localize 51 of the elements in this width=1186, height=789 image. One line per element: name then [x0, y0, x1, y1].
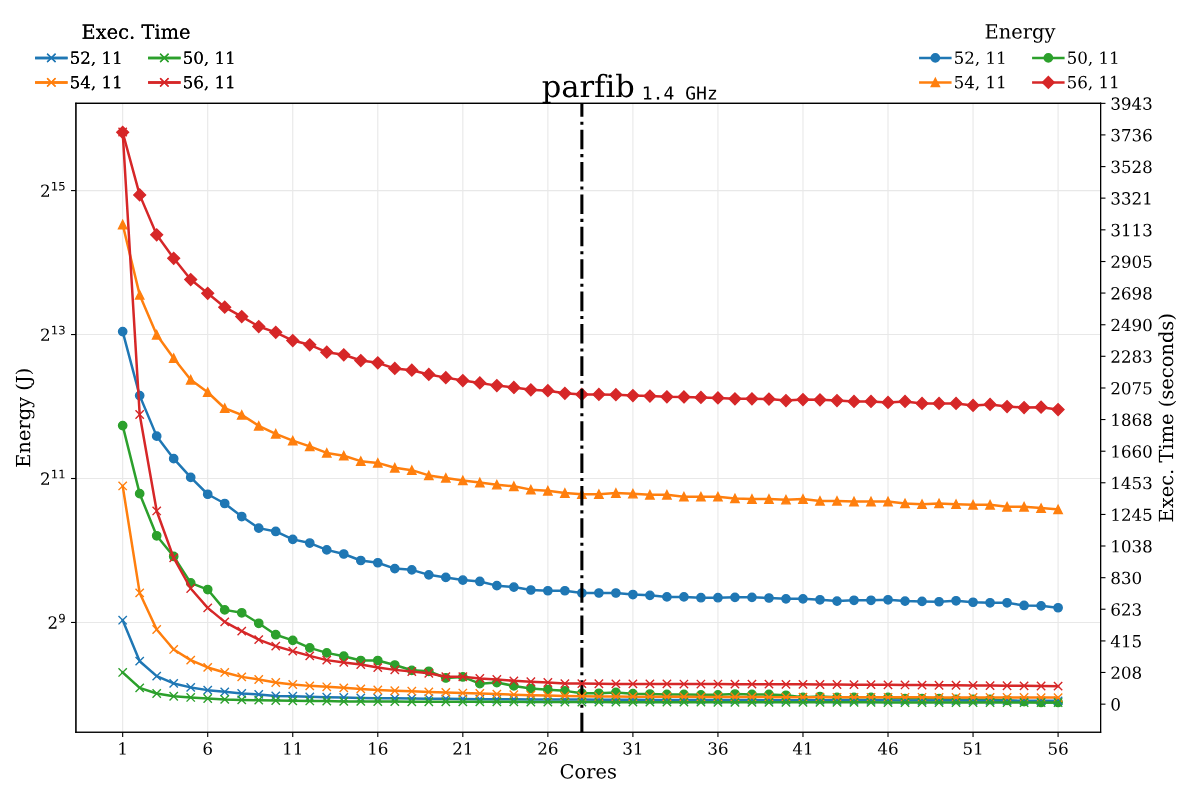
y2-tick-label: 830 — [1111, 571, 1142, 585]
x-axis-title: Cores — [560, 763, 616, 779]
x-tick-label: 26 — [538, 742, 558, 755]
y2-tick-label: 3321 — [1111, 192, 1151, 205]
y-tick-label: 2$^{15}$ — [41, 181, 65, 197]
x-tick-label: 36 — [708, 742, 728, 755]
text: Exec. Time — [82, 24, 190, 39]
legend-label: 52, 11 — [71, 51, 121, 67]
legend-label: 56, 11 — [184, 75, 234, 91]
x-tick-label: 16 — [369, 742, 388, 755]
x-tick-label: 51 — [963, 742, 982, 755]
y2-tick-label: 2283 — [1111, 350, 1152, 363]
y2-tick-label: 623 — [1111, 603, 1141, 616]
y2-tick-label: 2075 — [1111, 381, 1152, 395]
x-tick-label: 11 — [284, 742, 301, 755]
y-tick-label: 2$^{9}$ — [48, 613, 65, 629]
y-tick-label: 2$^{13}$ — [41, 325, 65, 341]
y-tick-label: 2$^{11}$ — [41, 469, 65, 485]
y2-tick-label: 1660 — [1112, 445, 1152, 458]
legend-label: 50, 11 — [1068, 51, 1118, 67]
x-tick-label: 56 — [1048, 742, 1068, 755]
y2-axis-title: Exec. Time (seconds) — [1158, 314, 1177, 522]
legend-label: 54, 11 — [955, 75, 1005, 91]
legend-label: 56, 11 — [1068, 75, 1118, 91]
x-tick-label: 1 — [119, 742, 126, 755]
legend-label: 54, 11 — [71, 75, 121, 91]
y2-tick-label: 1245 — [1112, 508, 1152, 522]
x-tick-label: 31 — [623, 742, 642, 755]
y2-tick-label: 2490 — [1111, 318, 1152, 332]
y2-tick-label: 1453 — [1112, 476, 1152, 490]
y2-tick-label: 208 — [1111, 666, 1142, 680]
y2-tick-label: 2905 — [1111, 255, 1152, 269]
chart-subtitle: 1.4 GHz — [643, 86, 717, 100]
y-axis-title: Energy (J) — [15, 369, 35, 467]
y2-tick-label: 3528 — [1111, 160, 1152, 174]
y2-tick-label: 0 — [1111, 698, 1120, 711]
y2-tick-label: 1868 — [1112, 413, 1152, 427]
x-tick-label: 46 — [877, 742, 898, 755]
chart-title: parfib — [542, 73, 634, 104]
y2-tick-label: 2698 — [1111, 287, 1152, 300]
y2-tick-label: 3736 — [1111, 128, 1152, 142]
x-tick-label: 6 — [203, 742, 212, 755]
legend-label: 50, 11 — [184, 51, 234, 67]
y2-tick-label: 3113 — [1111, 223, 1152, 237]
y2-tick-label: 415 — [1110, 634, 1141, 648]
legend-label: 52, 11 — [955, 51, 1005, 67]
text: Energy — [985, 24, 1056, 43]
y2-tick-label: 3943 — [1111, 97, 1152, 110]
x-tick-label: 21 — [453, 742, 472, 755]
x-tick-label: 41 — [792, 742, 812, 755]
y2-tick-label: 1038 — [1112, 539, 1152, 553]
